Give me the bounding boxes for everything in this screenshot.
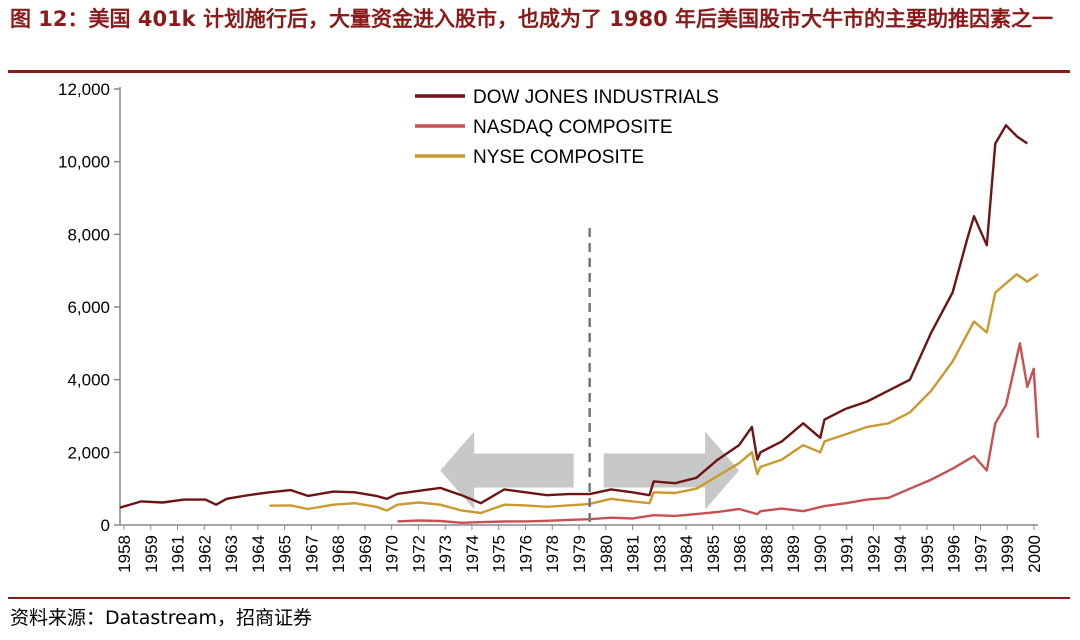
legend-label: NYSE COMPOSITE [473, 147, 644, 168]
chart: 0 2,000 4,000 6,000 8,000 10,000 12,000 1958 195… [58, 80, 1044, 573]
y-tick-label: 10,000 [58, 153, 110, 172]
x-tick-label: 1967 [302, 535, 321, 573]
x-tick-label: 1980 [597, 535, 616, 573]
series-line-nyse-composite [269, 273, 1039, 515]
x-tick-label: 1968 [329, 535, 348, 573]
title-divider [8, 70, 1070, 73]
x-tick-label: 1986 [731, 535, 750, 573]
x-tick-label: 1962 [195, 535, 214, 573]
series-line-nasdaq-composite [397, 342, 1040, 524]
series-line-dow-jones-industrials [119, 124, 1028, 509]
y-tick-label: 2,000 [67, 443, 110, 462]
chart-title: 图 12：美国 401k 计划施行后，大量资金进入股市，也成为了 1980 年后… [10, 7, 1054, 31]
x-tick-label: 1991 [838, 535, 857, 573]
legend-label: NASDAQ COMPOSITE [473, 117, 673, 138]
y-tick-label: 6,000 [67, 298, 110, 317]
x-tick-label: 1981 [624, 535, 643, 573]
arrow-right [603, 431, 740, 510]
x-tick-label: 1988 [757, 535, 776, 573]
y-tick-label: 4,000 [67, 371, 110, 390]
x-tick-label: 1958 [115, 535, 134, 573]
x-tick-label: 1975 [490, 535, 509, 573]
x-tick-label: 1963 [222, 535, 241, 573]
x-tick-label: 1970 [383, 535, 402, 573]
x-tick-label: 1965 [276, 535, 295, 573]
x-tick-label: 1990 [811, 535, 830, 573]
x-tick-label: 1999 [998, 535, 1017, 573]
x-tick-label: 1959 [142, 535, 161, 573]
x-tick-label: 1984 [677, 535, 696, 573]
x-tick-label: 1979 [570, 535, 589, 573]
plot-area: 0 2,000 4,000 6,000 8,000 10,000 12,000 1958 195… [58, 80, 1044, 573]
x-tick-label: 1976 [516, 535, 535, 573]
source-note: 资料来源：Datastream，招商证券 [10, 607, 312, 629]
x-tick-label: 1989 [784, 535, 803, 573]
x-tick-label: 1992 [864, 535, 883, 573]
x-tick-label: 1974 [463, 535, 482, 573]
y-tick-label: 0 [101, 516, 110, 535]
x-tick-label: 1983 [650, 535, 669, 573]
x-tick-label: 1996 [945, 535, 964, 573]
source-divider [8, 597, 1070, 599]
x-tick-label: 1972 [409, 535, 428, 573]
x-tick-label: 1994 [891, 535, 910, 573]
x-tick-label: 1995 [918, 535, 937, 573]
arrow-left [440, 431, 574, 510]
x-tick-label: 1969 [356, 535, 375, 573]
legend-label: DOW JONES INDUSTRIALS [473, 87, 719, 108]
x-tick-label: 1978 [543, 535, 562, 573]
x-tick-label: 1997 [971, 535, 990, 573]
x-tick-label: 1985 [704, 535, 723, 573]
y-tick-label: 8,000 [67, 225, 110, 244]
x-tick-label: 2000 [1025, 535, 1044, 573]
x-tick-label: 1964 [249, 535, 268, 573]
x-tick-label: 1973 [436, 535, 455, 573]
y-tick-label: 12,000 [58, 80, 110, 99]
x-tick-label: 1961 [169, 535, 188, 573]
